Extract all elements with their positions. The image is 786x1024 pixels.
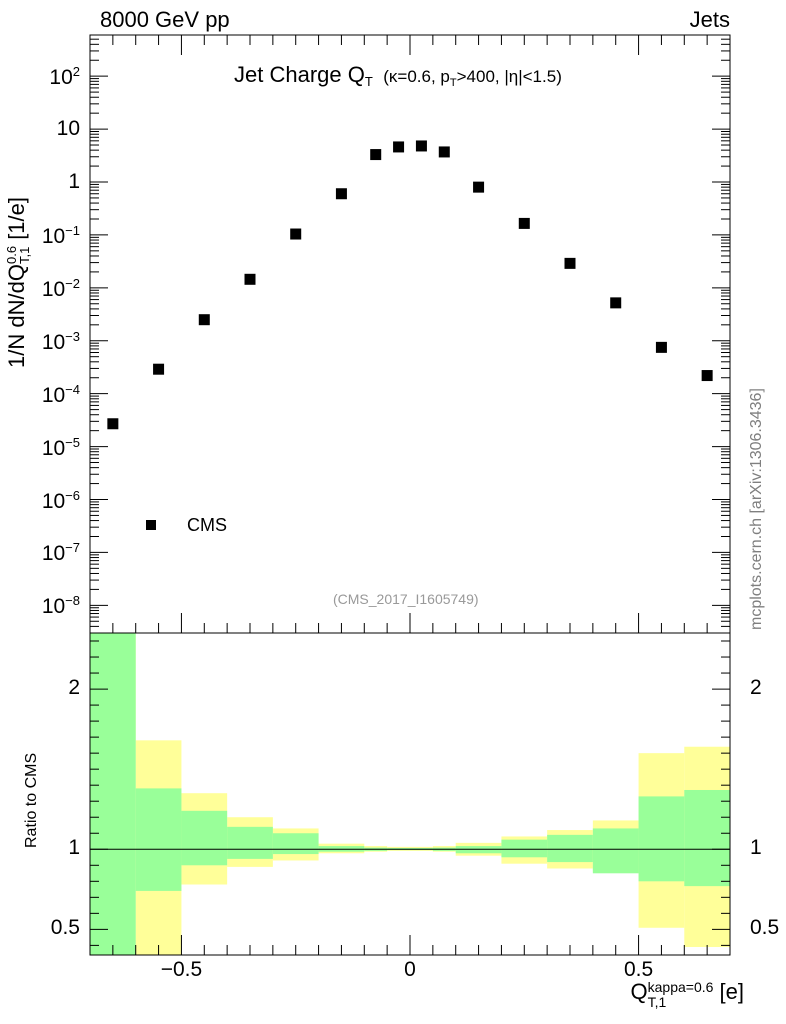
ratio-frame	[89, 632, 731, 956]
data-point	[244, 273, 256, 285]
title-cuts-kappa: (κ=0.6, p	[383, 67, 450, 86]
main-y-tick-label: 10−3	[41, 328, 80, 354]
ratio-band-bin	[90, 633, 136, 955]
data-point	[610, 297, 622, 309]
x-tick-label: −0.5	[160, 958, 203, 981]
main-y-tick-label: 10−1	[41, 222, 80, 248]
ratio-y-tick-label-left: 2	[68, 676, 80, 700]
main-y-tick-label: 102	[49, 64, 80, 90]
data-point	[518, 217, 530, 229]
ratio-y-tick-label-right: 1	[750, 836, 762, 860]
main-y-tick-label: 10−7	[41, 540, 80, 566]
data-point	[655, 341, 667, 353]
main-frame	[89, 34, 731, 634]
ratio-band-bin	[272, 833, 319, 855]
data-point	[564, 257, 576, 269]
ratio-band-bin	[547, 834, 593, 863]
main-y-tick-label: 10−4	[41, 381, 80, 407]
main-data-points	[107, 140, 713, 430]
ratio-band-bin	[501, 839, 548, 858]
legend-label: CMS	[187, 515, 227, 535]
data-point	[153, 363, 165, 375]
main-y-tick-label: 10−5	[41, 434, 80, 460]
ratio-band-bin	[684, 789, 730, 887]
data-point	[415, 140, 427, 152]
main-y-tick-label: 10	[56, 117, 80, 141]
ratio-y-tick-label-right: 0.5	[750, 916, 780, 940]
data-point	[335, 188, 347, 200]
ratio-band-bin	[135, 788, 182, 891]
ratio-band-bin	[181, 810, 228, 866]
legend-marker	[146, 520, 156, 530]
ratio-band-bin	[227, 826, 273, 859]
axis-ticks	[89, 34, 731, 955]
ratio-bands	[90, 633, 730, 955]
ratio-y-axis-label: Ratio to CMS	[23, 752, 40, 848]
main-y-tick-label: 10−6	[41, 487, 80, 513]
x-tick-label: 0.5	[623, 958, 654, 981]
x-tick-label: 0	[404, 958, 416, 981]
header-left: 8000 GeV pp	[100, 7, 230, 32]
header-right: Jets	[689, 7, 730, 32]
data-point	[198, 314, 210, 326]
title-main: Jet Charge Q	[234, 62, 365, 87]
data-point	[290, 228, 302, 240]
title-cuts-rest: >400, |η|<1.5)	[456, 67, 562, 86]
ratio-y-tick-label-right: 2	[750, 676, 762, 700]
plot-title: Jet Charge QT (κ=0.6, pT>400, |η|<1.5)	[234, 62, 562, 89]
ratio-band-bin	[592, 828, 639, 874]
ratio-band-bin	[638, 796, 685, 882]
title-cuts-pt-sub: T	[449, 77, 457, 90]
data-point	[393, 141, 405, 153]
side-label: mcplots.cern.ch [arXiv:1306.3436]	[748, 388, 765, 630]
data-point	[473, 181, 485, 193]
data-point	[438, 146, 450, 158]
data-point	[370, 149, 382, 161]
main-y-tick-label: 1	[68, 170, 80, 193]
data-point	[107, 418, 119, 430]
main-y-tick-label: 10−2	[41, 275, 80, 301]
ratio-y-tick-label-left: 0.5	[50, 916, 80, 940]
ratio-y-tick-label-left: 1	[68, 836, 80, 860]
y-axis-label: 1/N dN/dQ 0.6 T,1 [1/e]	[4, 197, 33, 368]
data-point	[701, 370, 713, 382]
main-y-tick-label: 10−8	[41, 593, 80, 619]
analysis-watermark: (CMS_2017_I1605749)	[333, 591, 479, 607]
title-main-sub: T	[364, 74, 373, 90]
